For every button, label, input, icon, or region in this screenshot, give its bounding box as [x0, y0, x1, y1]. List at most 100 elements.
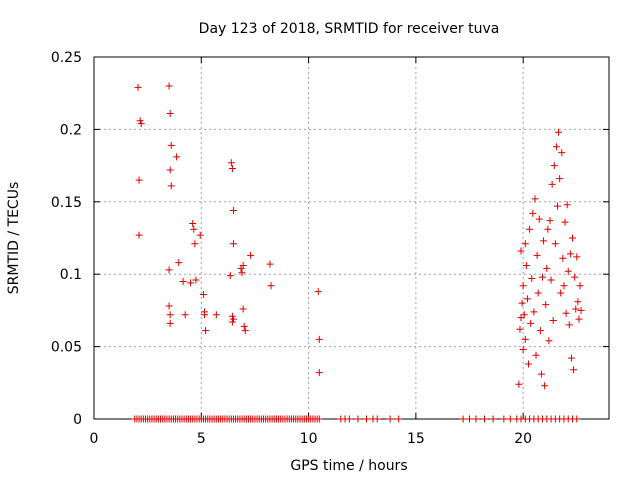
- grid-lines: [94, 57, 609, 419]
- y-tick-label: 0.25: [51, 50, 82, 66]
- data-point: [541, 382, 549, 390]
- data-point: [386, 415, 394, 423]
- x-tick-label: 0: [90, 431, 99, 447]
- data-point: [537, 370, 545, 378]
- data-point: [190, 225, 198, 233]
- data-point: [548, 180, 556, 188]
- data-point: [247, 251, 255, 259]
- y-tick-label: 0.1: [60, 267, 82, 283]
- data-point: [191, 240, 199, 248]
- data-point: [519, 282, 527, 290]
- data-point: [551, 240, 559, 248]
- data-point: [528, 275, 536, 283]
- data-point: [179, 277, 187, 285]
- data-point: [229, 315, 237, 323]
- data-point: [187, 279, 195, 287]
- data-point: [573, 253, 581, 261]
- data-point: [533, 251, 541, 259]
- data-point: [521, 240, 529, 248]
- data-point: [549, 317, 557, 325]
- data-point: [137, 120, 145, 128]
- data-point: [561, 218, 569, 226]
- data-point: [167, 141, 175, 149]
- data-point: [354, 415, 362, 423]
- data-point: [550, 162, 558, 170]
- data-point: [546, 217, 554, 225]
- data-point: [529, 209, 537, 217]
- data-point: [567, 354, 575, 362]
- data-point: [554, 202, 561, 210]
- data-point: [459, 415, 467, 423]
- x-tick-label: 20: [514, 431, 532, 447]
- data-point: [516, 325, 524, 333]
- data-point: [238, 269, 246, 277]
- data-point: [267, 282, 275, 290]
- data-point: [239, 262, 247, 270]
- data-point: [166, 166, 174, 174]
- data-point: [563, 201, 571, 209]
- data-point: [481, 415, 489, 423]
- data-point: [212, 311, 220, 319]
- data-point: [519, 345, 527, 353]
- data-point: [562, 309, 570, 317]
- data-point: [345, 415, 353, 423]
- data-point: [229, 206, 237, 214]
- data-point: [545, 337, 553, 345]
- y-tick-label: 0.2: [60, 122, 82, 138]
- data-point: [566, 250, 574, 258]
- data-point: [192, 276, 200, 284]
- data-point: [165, 82, 173, 90]
- data-point: [555, 128, 563, 136]
- data-point: [558, 149, 566, 157]
- data-point: [520, 311, 528, 319]
- y-axis-label: SRMTID / TECUs: [6, 182, 22, 295]
- x-tick-label: 10: [300, 431, 318, 447]
- data-point: [165, 266, 173, 274]
- data-point: [515, 380, 523, 388]
- data-point: [266, 260, 274, 268]
- data-point: [181, 311, 189, 319]
- data-point: [363, 415, 371, 423]
- data-point: [526, 225, 534, 233]
- data-point: [544, 225, 552, 233]
- data-point: [521, 335, 529, 343]
- data-point: [500, 415, 508, 423]
- data-point: [315, 369, 323, 377]
- data-point: [489, 415, 497, 423]
- data-point: [564, 267, 572, 275]
- data-point: [535, 215, 543, 223]
- data-point: [315, 335, 323, 343]
- data-point: [228, 318, 236, 326]
- data-point: [196, 231, 204, 239]
- y-tick-label: 0: [73, 412, 82, 428]
- data-point: [534, 289, 542, 297]
- data-point: [202, 327, 210, 335]
- data-point: [395, 415, 403, 423]
- data-point: [167, 182, 175, 190]
- data-point: [314, 288, 322, 296]
- data-point: [565, 321, 573, 329]
- data-point: [536, 327, 544, 335]
- x-tick-label: 15: [407, 431, 425, 447]
- data-point: [559, 254, 567, 262]
- x-tick-label: 5: [197, 431, 206, 447]
- axis-ticks: 0 0.05 0.1 0.15 0.2 0.25 0 5 10 15 20: [51, 50, 609, 447]
- y-tick-label: 0.15: [51, 195, 82, 211]
- data-point: [201, 308, 209, 316]
- data-point: [135, 231, 143, 239]
- data-point: [569, 234, 577, 242]
- y-tick-label: 0.05: [51, 340, 82, 356]
- data-point: [572, 305, 580, 313]
- data-point: [552, 143, 560, 151]
- data-point: [315, 415, 323, 423]
- plot-area-frame: [93, 56, 610, 420]
- data-point: [373, 415, 381, 423]
- data-point: [229, 240, 237, 248]
- data-point: [575, 315, 583, 323]
- data-point: [136, 117, 144, 125]
- data-point: [576, 282, 584, 290]
- data-points: [131, 82, 585, 423]
- data-point: [531, 195, 539, 203]
- data-point: [166, 109, 174, 117]
- data-point: [166, 311, 174, 319]
